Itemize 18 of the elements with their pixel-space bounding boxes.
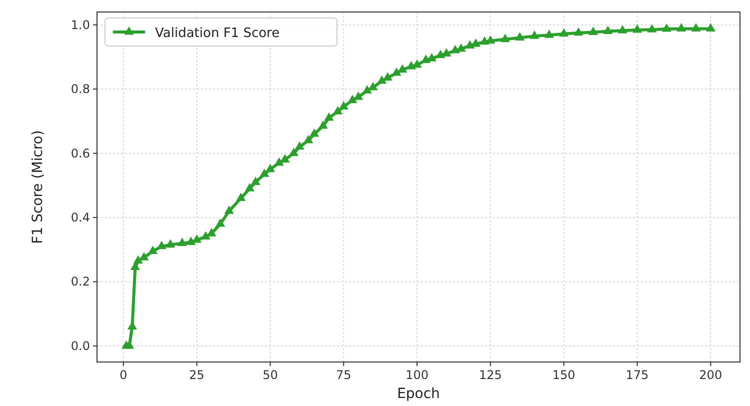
x-tick-label: 75 (336, 368, 352, 382)
x-tick-label: 25 (189, 368, 204, 382)
y-tick-label: 0.4 (70, 210, 90, 225)
x-tick-label: 50 (262, 368, 278, 382)
legend-label: Validation F1 Score (155, 26, 280, 41)
x-tick-label: 125 (478, 368, 502, 382)
x-tick-label: 175 (626, 368, 649, 382)
y-tick-label: 0.8 (70, 82, 90, 96)
y-axis-title: F1 Score (Micro) (30, 130, 46, 244)
x-tick-label: 0 (120, 368, 128, 382)
x-tick-label: 100 (406, 368, 428, 382)
x-axis-title: Epoch (397, 386, 440, 402)
x-tick-label: 200 (699, 368, 722, 382)
y-tick-label: 0.0 (70, 338, 90, 353)
y-tick-label: 1.0 (70, 18, 90, 32)
y-tick-label: 0.6 (70, 146, 90, 160)
y-tick-label: 0.2 (70, 274, 90, 289)
x-tick-label: 150 (552, 368, 576, 382)
